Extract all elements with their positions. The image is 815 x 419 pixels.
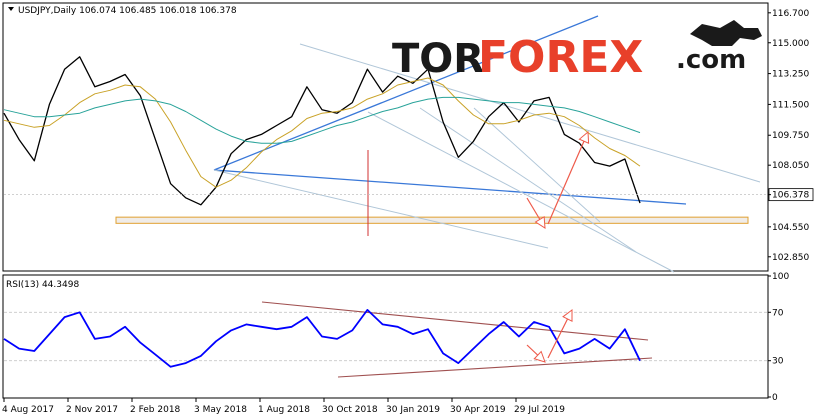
- price-ytick-label: 104.550: [772, 223, 809, 233]
- channel-lower-2: [367, 111, 675, 273]
- forecast-arrow-down: [526, 197, 546, 229]
- rsi-ytick-label: 100: [772, 272, 789, 282]
- rsi-ytick-label: 30: [772, 357, 784, 367]
- price-panel-frame: [2, 2, 769, 272]
- channel-lower-1: [213, 169, 549, 249]
- rsi-ytick-label: 70: [772, 308, 784, 318]
- bull-icon: [690, 20, 762, 46]
- price-ytick-label: 115.000: [772, 39, 809, 49]
- support-zone: [115, 216, 749, 224]
- xtick-label: 30 Oct 2018: [322, 405, 378, 415]
- xtick-label: 3 May 2018: [194, 405, 247, 415]
- price-ytick-label: 102.850: [772, 253, 809, 263]
- channel-mid: [419, 107, 637, 253]
- price-ytick-label: 111.500: [772, 100, 809, 110]
- xtick-label: 30 Jan 2019: [386, 405, 440, 415]
- rsi-panel-title: RSI(13) 44.3498: [6, 280, 79, 290]
- xtick-label: 1 Aug 2018: [258, 405, 310, 415]
- price-ytick-label: 109.750: [772, 131, 809, 141]
- logo-text-tor: TOR: [392, 36, 484, 82]
- logo-text-com: .com: [676, 45, 746, 75]
- price-ytick-label: 116.700: [772, 9, 809, 19]
- ma-fast-series: [3, 77, 641, 188]
- price-panel-title: USDJPY,Daily 106.074 106.485 106.018 106…: [18, 6, 237, 16]
- price-series: [3, 56, 641, 206]
- channel-upper: [299, 43, 761, 183]
- xtick-label: 4 Aug 2017: [2, 405, 54, 415]
- price-ytick-label: 106.378: [772, 191, 809, 201]
- price-ytick-label: 108.050: [772, 161, 809, 171]
- xtick-label: 29 Jul 2019: [514, 405, 565, 415]
- trendline-rising: [213, 15, 599, 171]
- rsi-arrow-down: [526, 344, 546, 363]
- rsi-ytick-label: 0: [772, 393, 778, 403]
- rsi-trendline-upper: [261, 301, 649, 341]
- trendline-flat: [213, 169, 687, 205]
- ma-slow-series: [3, 96, 641, 144]
- forecast-arrow-up: [547, 130, 590, 225]
- header-triangle-icon: [8, 7, 14, 11]
- xtick-label: 30 Apr 2019: [450, 405, 506, 415]
- rsi-panel-frame: [2, 274, 769, 399]
- rsi-trendline-lower: [337, 357, 653, 378]
- xtick-label: 2 Nov 2017: [66, 405, 118, 415]
- channel-short: [473, 107, 601, 223]
- xtick-label: 2 Feb 2018: [130, 405, 181, 415]
- rsi-arrow-up: [547, 309, 573, 359]
- logo-text-forex: FOREX: [478, 32, 643, 83]
- rsi-series: [3, 308, 641, 368]
- price-ytick-label: 113.250: [772, 70, 809, 80]
